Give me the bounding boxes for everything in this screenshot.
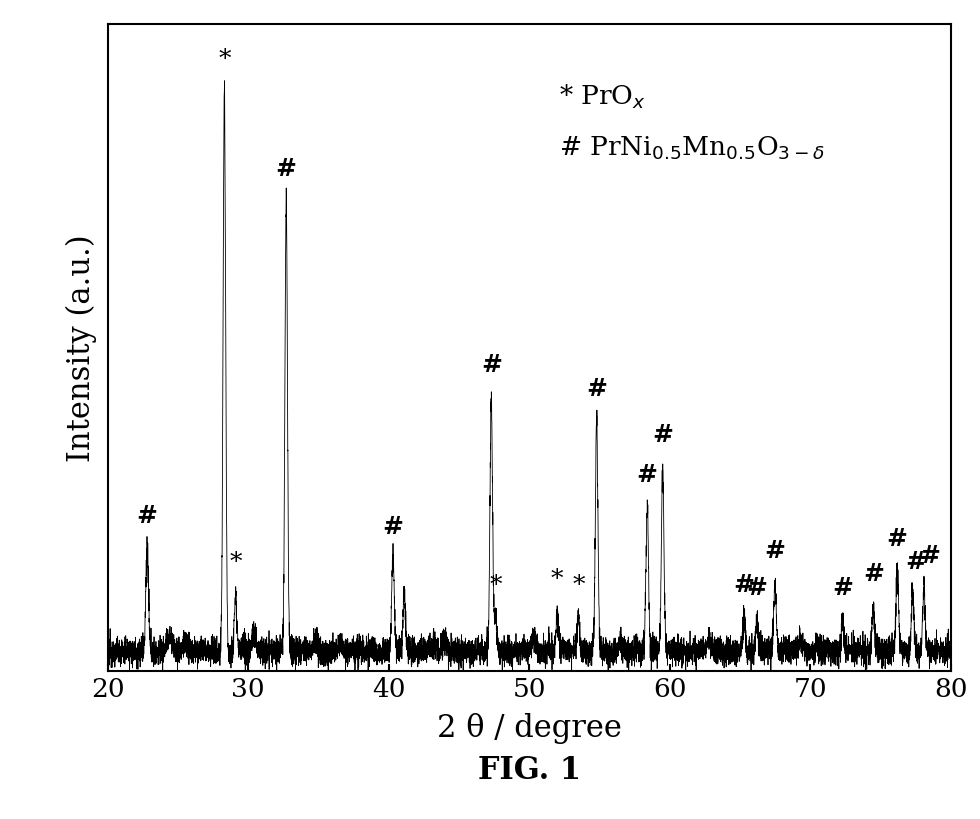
Text: #: # bbox=[481, 353, 502, 377]
Text: #: # bbox=[919, 544, 940, 568]
Text: #: # bbox=[652, 423, 673, 446]
Text: FIG. 1: FIG. 1 bbox=[477, 754, 581, 785]
Text: #: # bbox=[887, 527, 907, 550]
Text: *: * bbox=[229, 550, 242, 573]
Text: #: # bbox=[746, 576, 767, 600]
Text: #: # bbox=[734, 572, 755, 596]
Text: #: # bbox=[136, 503, 158, 527]
Text: *: * bbox=[219, 48, 230, 70]
Text: #: # bbox=[382, 514, 404, 539]
Text: #: # bbox=[764, 538, 786, 562]
Text: #: # bbox=[832, 576, 853, 600]
Text: *: * bbox=[489, 573, 502, 596]
Text: #: # bbox=[862, 561, 884, 585]
Text: #: # bbox=[905, 550, 926, 573]
Text: *: * bbox=[572, 573, 585, 596]
X-axis label: 2 θ / degree: 2 θ / degree bbox=[437, 713, 621, 744]
Text: *: * bbox=[551, 568, 564, 590]
Text: * PrO$_x$: * PrO$_x$ bbox=[559, 83, 646, 111]
Text: #: # bbox=[637, 463, 658, 486]
Text: #: # bbox=[275, 156, 297, 180]
Text: #: # bbox=[586, 376, 608, 400]
Text: # PrNi$_{0.5}$Mn$_{0.5}$O$_{3-\delta}$: # PrNi$_{0.5}$Mn$_{0.5}$O$_{3-\delta}$ bbox=[559, 134, 824, 162]
Y-axis label: Intensity (a.u.): Intensity (a.u.) bbox=[66, 234, 97, 462]
